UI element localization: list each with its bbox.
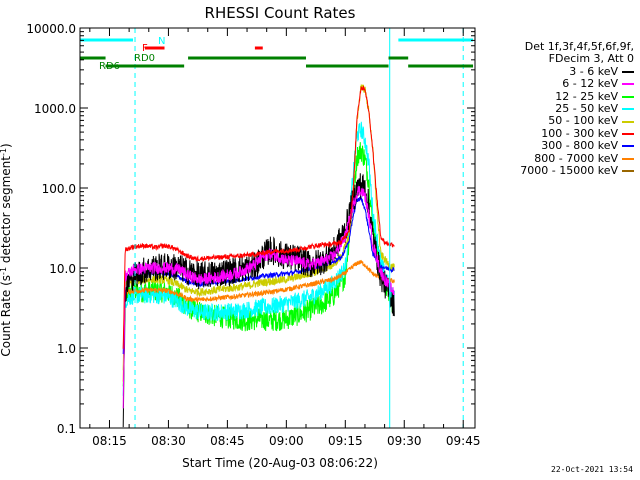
legend-label: 3 - 6 keV <box>569 64 618 78</box>
plot-frame <box>79 27 476 429</box>
x-axis-label: Start Time (20-Aug-03 08:06:22) <box>182 456 378 470</box>
y-axis-label-sup2: -1 <box>0 148 8 156</box>
series-line-0 <box>122 173 395 428</box>
state-bar-label: RD0 <box>134 53 155 64</box>
legend-header-line: FDecim 3, Att 0 <box>476 52 634 66</box>
y-axis-label-close: ) <box>0 143 13 148</box>
y-axis-label-sup: -1 <box>0 267 8 275</box>
legend-label: 6 - 12 keV <box>562 77 618 91</box>
legend-swatch <box>622 133 634 136</box>
svg-text:Count Rate (s-1 detector segme: Count Rate (s-1 detector segment-1) <box>0 143 13 356</box>
y-tick-label: 0.1 <box>57 422 76 436</box>
y-tick-label: 1000.0 <box>34 102 76 116</box>
x-tick-label: 09:30 <box>387 434 422 448</box>
legend-swatch <box>622 83 634 86</box>
y-axis-label-tail: detector segment <box>0 156 13 267</box>
series-line-6 <box>122 195 395 355</box>
legend: Det 1f,3f,4f,5f,6f,9f, FDecim 3, Att 0 3… <box>476 40 634 178</box>
state-bar-label: F <box>142 43 148 54</box>
legend-label: 25 - 50 keV <box>555 102 618 116</box>
legend-item: 12 - 25 keV <box>476 89 634 103</box>
legend-swatch <box>622 157 634 160</box>
legend-swatch <box>622 71 634 74</box>
legend-label: 7000 - 15000 keV <box>520 164 618 178</box>
legend-item: 7000 - 15000 keV <box>476 164 634 178</box>
series-line-4 <box>122 84 395 371</box>
legend-swatch <box>622 170 634 173</box>
legend-item: 6 - 12 keV <box>476 77 634 91</box>
legend-header-text: Det 1f,3f,4f,5f,6f,9f, <box>524 40 634 53</box>
x-tick-label: 08:15 <box>92 434 127 448</box>
x-tick-label: 08:30 <box>151 434 186 448</box>
legend-label: 12 - 25 keV <box>555 89 618 103</box>
legend-swatch <box>622 145 634 148</box>
x-tick-label: 09:00 <box>269 434 304 448</box>
date-stamp: 22-Oct-2021 13:54 <box>551 465 633 474</box>
legend-item: 100 - 300 keV <box>476 126 634 140</box>
legend-swatch <box>622 120 634 123</box>
y-tick-label: 10.0 <box>49 262 76 276</box>
x-tick-label: 09:45 <box>446 434 481 448</box>
series-line-7 <box>122 259 395 382</box>
series-line-5 <box>122 85 395 349</box>
y-axis-label-main: Count Rate (s <box>0 275 13 357</box>
x-tick-label: 08:45 <box>210 434 245 448</box>
legend-label: 100 - 300 keV <box>541 126 618 140</box>
series-line-1 <box>122 186 395 409</box>
y-tick-label: 10000.0 <box>26 22 76 36</box>
x-tick-label: 09:15 <box>328 434 363 448</box>
legend-item: 3 - 6 keV <box>476 64 634 78</box>
legend-item: 50 - 100 keV <box>476 115 634 127</box>
legend-header-line: Det 1f,3f,4f,5f,6f,9f, <box>476 40 634 53</box>
legend-swatch <box>622 108 634 111</box>
chart-title: RHESSI Count Rates <box>205 4 356 22</box>
legend-item: 300 - 800 keV <box>476 139 634 153</box>
y-tick-label: 1.0 <box>57 342 76 356</box>
legend-item: 800 - 7000 keV <box>476 151 634 165</box>
legend-header-text: FDecim 3, Att 0 <box>548 52 634 66</box>
legend-item: 25 - 50 keV <box>476 102 634 116</box>
y-tick-label: 100.0 <box>42 182 76 196</box>
state-bar-label: RD6 <box>99 61 120 72</box>
state-bar-label: N <box>158 36 165 47</box>
legend-label: 800 - 7000 keV <box>534 151 618 165</box>
legend-label: 50 - 100 keV <box>548 114 618 128</box>
y-axis-label: Count Rate (s-1 detector segment-1) <box>0 143 13 356</box>
legend-swatch <box>622 95 634 98</box>
legend-label: 300 - 800 keV <box>541 139 618 153</box>
